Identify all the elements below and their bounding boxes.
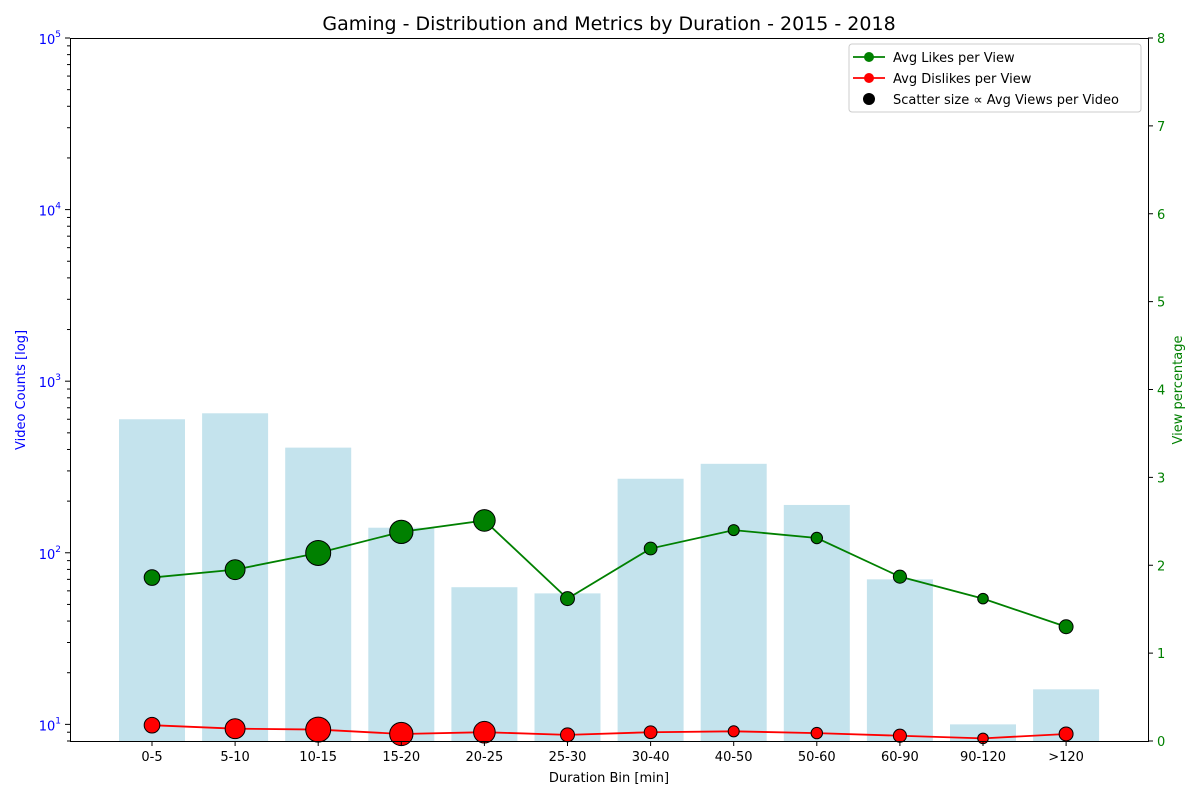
series-1-point-5 [560, 727, 575, 743]
x-tick-label-3: 15-20 [382, 750, 420, 765]
bar-4 [451, 587, 518, 741]
y-right-tick-label-5: 5 [1157, 296, 1165, 311]
series-0-point-10 [977, 592, 989, 605]
y-left-tick-label-2: 103 [39, 373, 61, 391]
y-left-tick-label-4: 105 [39, 30, 61, 48]
legend-dislikes-marker [864, 73, 874, 83]
series-line-1 [151, 724, 1067, 740]
legend-likes-label: Avg Likes per View [893, 51, 1015, 66]
x-tick-label-0: 0-5 [141, 750, 162, 765]
bar-2 [285, 447, 352, 741]
axes-layer: 0-5 5-10 10-15 15-20 20-25 25-30 30-40 40-50 50-… [39, 30, 1166, 765]
legend: Avg Likes per View Avg Dislikes per View… [848, 43, 1142, 113]
x-tick-label-6: 30-40 [632, 750, 670, 765]
y-right-tick-label-3: 3 [1157, 471, 1165, 486]
y-right-tick-label-4: 4 [1157, 384, 1165, 399]
x-tick-label-11: >120 [1048, 750, 1084, 765]
lines-layer [151, 519, 1067, 740]
series-1-point-1 [224, 718, 246, 740]
y-left-tick-label-3: 104 [39, 202, 62, 220]
series-0-point-6 [643, 541, 658, 556]
series-0-point-7 [727, 524, 740, 537]
y-right-tick-label-2: 2 [1157, 559, 1165, 574]
series-0-point-9 [892, 569, 907, 584]
series-line-0 [151, 519, 1067, 628]
series-1-point-2 [305, 716, 332, 743]
series-1-point-0 [143, 716, 161, 734]
y-right-tick-label-8: 8 [1157, 32, 1165, 47]
legend-dislikes-label: Avg Dislikes per View [893, 72, 1032, 87]
series-1-point-11 [1058, 726, 1074, 742]
bar-9 [866, 579, 933, 741]
markers-layer [143, 509, 1074, 747]
x-tick-label-10: 90-120 [960, 750, 1006, 765]
legend-box [848, 43, 1142, 113]
legend-scatter-marker [863, 93, 875, 105]
bar-8 [783, 504, 850, 741]
series-0-point-4 [473, 509, 496, 532]
y-left-tick-label-0: 101 [39, 716, 61, 734]
series-1-point-6 [643, 725, 658, 740]
x-tick-label-5: 25-30 [549, 750, 587, 765]
y-right-tick-label-7: 7 [1157, 120, 1165, 135]
x-tick-label-9: 60-90 [881, 750, 919, 765]
x-tick-label-2: 10-15 [299, 750, 337, 765]
x-tick-label-4: 20-25 [466, 750, 504, 765]
bar-3 [368, 527, 435, 741]
series-0-point-3 [389, 519, 414, 545]
bars-layer [119, 413, 1100, 741]
y-right-tick-label-6: 6 [1157, 208, 1165, 223]
legend-scatter-label: Scatter size ∝ Avg Views per Video [893, 93, 1119, 108]
chart-title: Gaming - Distribution and Metrics by Dur… [322, 13, 895, 35]
series-0-point-0 [143, 569, 161, 586]
series-0-point-11 [1058, 619, 1074, 635]
x-axis-label: Duration Bin [min] [549, 771, 669, 786]
series-1-point-7 [727, 725, 740, 738]
series-0-point-5 [560, 591, 575, 607]
y-right-tick-label-0: 0 [1157, 735, 1165, 750]
series-1-point-4 [473, 720, 496, 744]
series-1-point-9 [892, 728, 907, 743]
x-tick-label-7: 40-50 [715, 750, 753, 765]
series-1-point-8 [810, 726, 823, 740]
x-tick-label-1: 5-10 [220, 750, 250, 765]
y-left-tick-label-1: 102 [39, 545, 61, 563]
bar-7 [700, 463, 767, 741]
bar-6 [617, 478, 684, 741]
legend-likes-marker [864, 52, 874, 62]
x-tick-label-8: 50-60 [798, 750, 836, 765]
series-0-point-8 [810, 531, 823, 545]
y-axis-left-label: Video Counts [log] [14, 330, 29, 450]
series-0-point-1 [224, 559, 246, 581]
series-0-point-2 [305, 539, 332, 566]
bar-5 [534, 593, 601, 741]
y-axis-right-label: View percentage [1171, 336, 1186, 445]
y-right-tick-label-1: 1 [1157, 647, 1165, 662]
